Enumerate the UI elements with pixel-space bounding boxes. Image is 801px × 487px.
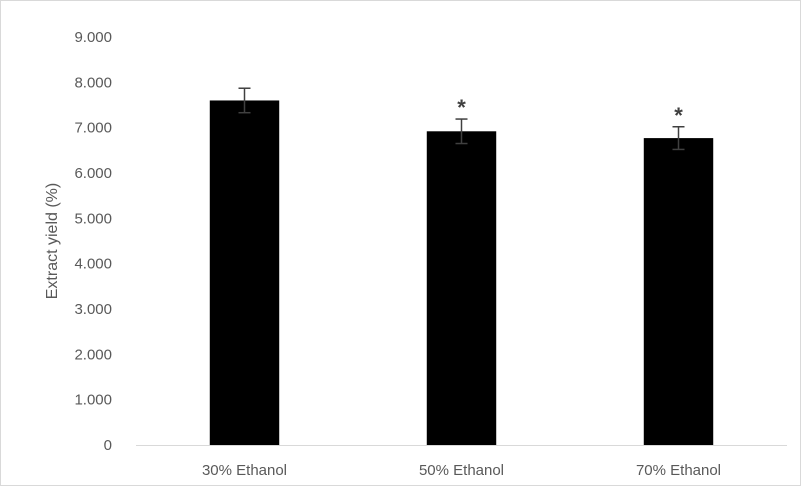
y-tick-label: 5.000 <box>74 210 112 227</box>
x-tick-label: 50% Ethanol <box>419 462 504 479</box>
bar <box>426 131 497 445</box>
y-tick-label: 9.000 <box>74 29 112 46</box>
y-tick-label: 3.000 <box>74 301 112 318</box>
x-tick-label: 30% Ethanol <box>202 462 287 479</box>
bars: * * <box>209 87 714 446</box>
y-tick-label: 0 <box>104 437 112 454</box>
x-axis-ticks: 30% Ethanol 50% Ethanol 70% Ethanol <box>202 462 721 479</box>
y-tick-label: 2.000 <box>74 346 112 363</box>
y-axis-title: Extract yield (%) <box>44 183 61 299</box>
y-tick-label: 6.000 <box>74 165 112 182</box>
y-axis-ticks: 0 1.000 2.000 3.000 4.000 5.000 6.000 7.000 8.00… <box>74 29 112 454</box>
y-tick-label: 1.000 <box>74 392 112 409</box>
y-tick-label: 8.000 <box>74 74 112 91</box>
y-tick-label: 4.000 <box>74 256 112 273</box>
bar <box>643 138 714 446</box>
significance-marker: * <box>457 95 466 120</box>
significance-marker: * <box>674 103 683 128</box>
y-tick-label: 7.000 <box>74 120 112 137</box>
bar <box>209 100 280 445</box>
x-tick-label: 70% Ethanol <box>636 462 721 479</box>
